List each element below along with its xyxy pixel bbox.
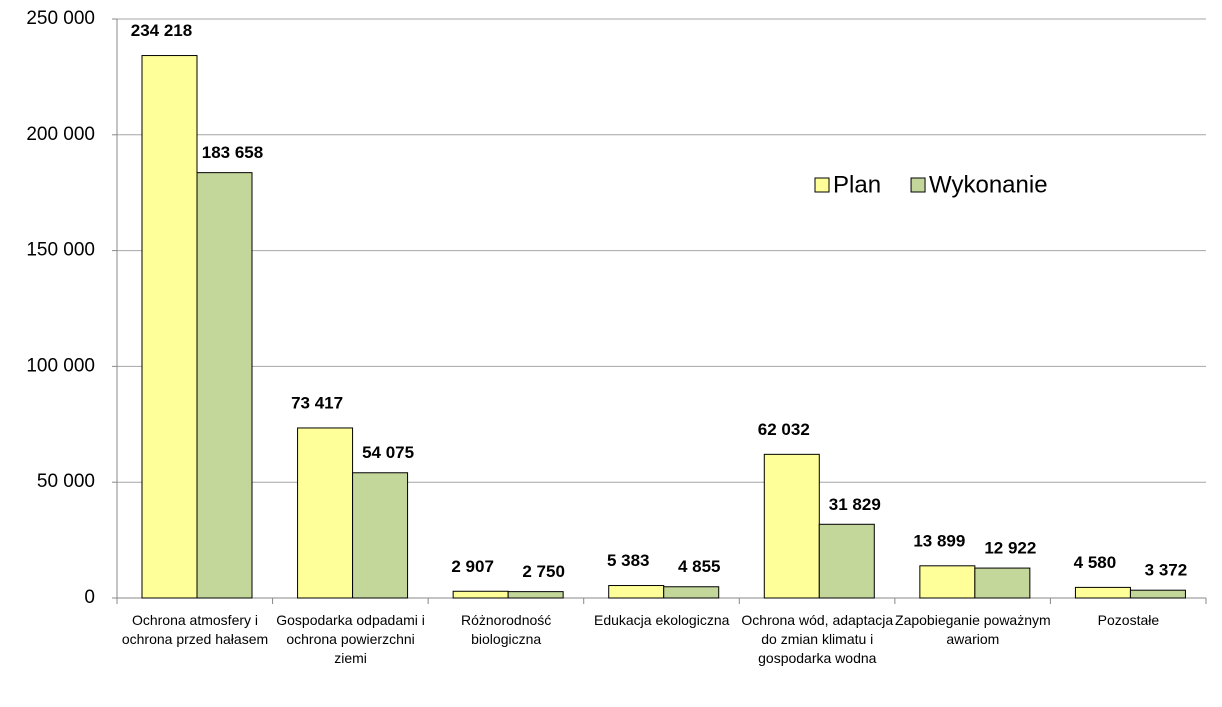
data-label: 3 372 bbox=[1145, 561, 1188, 580]
x-tick-label: Pozostałe bbox=[1097, 612, 1160, 628]
data-label: 234 218 bbox=[131, 21, 192, 40]
data-label: 4 855 bbox=[678, 557, 721, 576]
bar bbox=[352, 472, 409, 599]
y-tick-label: 200 000 bbox=[26, 124, 95, 145]
y-tick-label: 0 bbox=[84, 587, 95, 608]
bar bbox=[507, 591, 564, 599]
data-label: 73 417 bbox=[291, 393, 343, 412]
bar bbox=[763, 453, 820, 599]
y-tick-label: 250 000 bbox=[26, 8, 95, 29]
bar bbox=[818, 523, 875, 599]
y-tick-label: 50 000 bbox=[37, 471, 95, 492]
bar bbox=[1129, 589, 1186, 599]
x-tick-label: Zapobieganie poważnym awariom bbox=[895, 612, 1051, 647]
data-label: 2 907 bbox=[451, 557, 494, 576]
x-tick-label: Edukacja ekologiczna bbox=[593, 612, 730, 628]
y-tick-label: 100 000 bbox=[26, 355, 95, 376]
bar bbox=[196, 172, 253, 599]
data-label: 183 658 bbox=[202, 143, 263, 162]
bar bbox=[608, 585, 665, 599]
legend-swatch bbox=[910, 177, 926, 193]
bar bbox=[974, 567, 1031, 599]
bar bbox=[141, 55, 198, 599]
legend-label: Plan bbox=[833, 171, 881, 198]
data-label: 31 829 bbox=[829, 495, 881, 514]
x-tick-label: Ochrona atmosfery i ochrona przed hałase… bbox=[121, 612, 269, 647]
data-label: 12 922 bbox=[984, 539, 1036, 558]
legend-swatch bbox=[814, 177, 830, 193]
data-label: 54 075 bbox=[362, 443, 414, 462]
data-label: 5 383 bbox=[607, 551, 650, 570]
legend-label: Wykonanie bbox=[929, 171, 1048, 198]
data-label: 13 899 bbox=[913, 531, 965, 550]
data-label: 62 032 bbox=[758, 420, 810, 439]
x-tick-label: Różnorodność biologiczna bbox=[461, 612, 552, 647]
x-tick-label: Gospodarka odpadami i ochrona powierzchn… bbox=[276, 612, 425, 666]
data-label: 2 750 bbox=[522, 562, 565, 581]
data-label: 4 580 bbox=[1074, 553, 1117, 572]
bar bbox=[452, 590, 509, 599]
bar bbox=[663, 586, 720, 599]
bar bbox=[919, 565, 976, 599]
y-tick-label: 150 000 bbox=[26, 240, 95, 261]
bar bbox=[297, 427, 354, 599]
bar bbox=[1074, 586, 1131, 599]
x-tick-label: Ochrona wód, adaptacja do zmian klimatu … bbox=[741, 612, 894, 666]
